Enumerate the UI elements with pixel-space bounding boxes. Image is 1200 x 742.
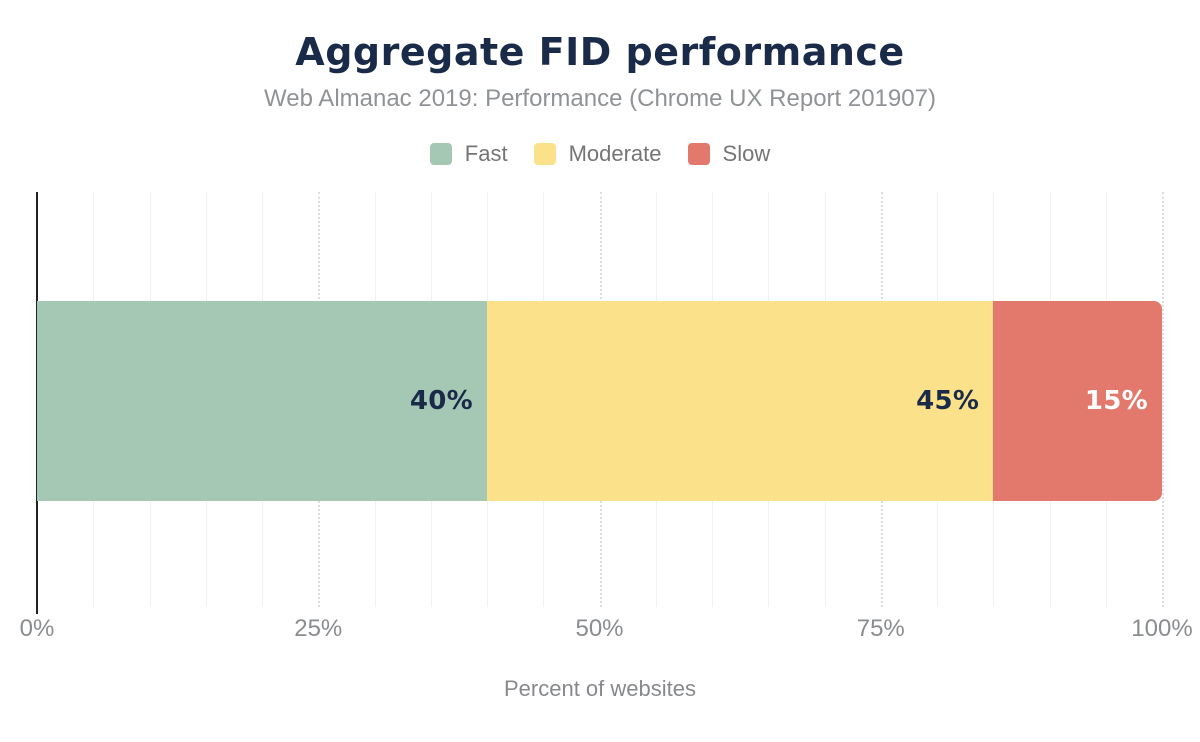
gridline-major [1162, 192, 1164, 607]
legend-item-slow: Slow [687, 141, 771, 167]
x-tick-label: 75% [856, 615, 905, 642]
legend-label: Slow [722, 141, 771, 166]
bar-segment-value: 15% [1084, 386, 1148, 416]
x-axis-ticks: 0% 25% 50% 75% 100% [20, 615, 1193, 647]
bar-segment-value: 45% [916, 386, 980, 416]
x-tick-label: 100% [1131, 615, 1193, 642]
legend-swatch-moderate [533, 143, 556, 165]
x-tick-label: 0% [19, 615, 55, 642]
legend-label: Fast [464, 141, 508, 166]
bar-segment-value: 40% [409, 386, 473, 416]
legend-item-fast: Fast [429, 141, 508, 167]
x-tick-label: 25% [294, 615, 343, 642]
chart-subtitle: Web Almanac 2019: Performance (Chrome UX… [264, 85, 936, 112]
stacked-bar: 40% 45% 15% [37, 301, 1162, 501]
legend-swatch-fast [429, 143, 452, 165]
x-axis-title: Percent of websites [504, 676, 696, 701]
legend-swatch-slow [687, 143, 710, 165]
chart-title: Aggregate FID performance [295, 30, 905, 74]
x-tick-label: 50% [575, 615, 624, 642]
legend-item-moderate: Moderate [533, 141, 662, 167]
bar-segment-slow: 15% [993, 301, 1162, 501]
bar-segment-moderate: 45% [487, 301, 994, 501]
legend-label: Moderate [568, 141, 662, 166]
legend: Fast Moderate Slow [0, 141, 1200, 167]
plot-area: 40% 45% 15% [36, 192, 1164, 614]
bar-segment-fast: 40% [37, 301, 487, 501]
